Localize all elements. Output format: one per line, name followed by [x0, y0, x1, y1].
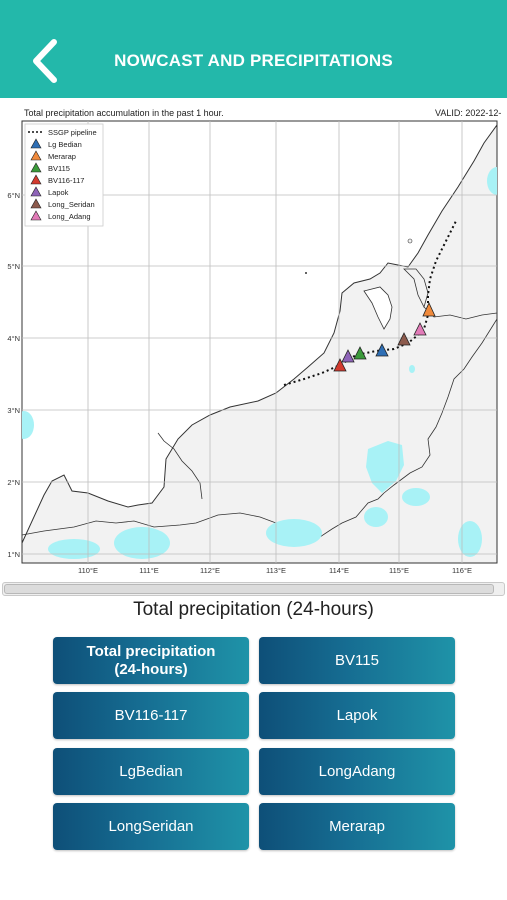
border-line: [22, 318, 497, 538]
legend-lapok: Lapok: [48, 188, 69, 197]
page-title: NOWCAST AND PRECIPITATIONS: [114, 51, 393, 70]
marker-long-adang[interactable]: [413, 322, 427, 336]
marker-bv115[interactable]: [353, 346, 367, 360]
lon-label: 113°E: [266, 566, 286, 575]
back-button[interactable]: [28, 38, 64, 84]
lon-label: 110°E: [78, 566, 98, 575]
lon-label: 114°E: [329, 566, 349, 575]
lon-label: 116°E: [452, 566, 472, 575]
longseridan-button[interactable]: LongSeridan: [53, 803, 249, 850]
chevron-left-icon: [33, 39, 57, 83]
lon-label: 115°E: [389, 566, 409, 575]
legend-merarap: Merarap: [48, 152, 76, 161]
lat-label: 2°N: [7, 478, 20, 487]
lgbedian-button[interactable]: LgBedian: [53, 748, 249, 795]
marker-long-seridan[interactable]: [397, 332, 411, 346]
legend-long-seridan: Long_Seridan: [48, 200, 95, 209]
lat-label: 3°N: [7, 406, 20, 415]
legend-bv115: BV115: [48, 164, 70, 173]
longadang-button[interactable]: LongAdang: [259, 748, 455, 795]
marker-bv116-117[interactable]: [333, 358, 347, 372]
bv116-117-button[interactable]: BV116-117: [53, 692, 249, 739]
map-horizontal-scrollbar[interactable]: [2, 582, 505, 596]
lat-label: 6°N: [7, 191, 20, 200]
border-line: [157, 432, 203, 500]
marker-merarap[interactable]: [422, 302, 436, 317]
precipitation-map[interactable]: Total precipitation accumulation in the …: [4, 103, 503, 597]
scrollbar-thumb[interactable]: [4, 584, 494, 594]
legend-bv116-117: BV116-117: [48, 176, 84, 185]
legend-lg-bedian: Lg Bedian: [48, 140, 82, 149]
section-title: Total precipitation (24-hours): [133, 599, 374, 620]
lat-label: 5°N: [7, 262, 20, 271]
legend-long-adang: Long_Adang: [48, 212, 91, 221]
map-caption-left: Total precipitation accumulation in the …: [24, 108, 224, 118]
merarap-button[interactable]: Merarap: [259, 803, 455, 850]
lapok-button[interactable]: Lapok: [259, 692, 455, 739]
total-precipitation-24h-button[interactable]: Total precipitation (24-hours): [53, 637, 249, 684]
land-brunei-bay: [403, 268, 429, 309]
map-legend: SSGP pipeline Lg Bedian Merarap BV115 BV…: [24, 123, 104, 227]
bv115-button[interactable]: BV115: [259, 637, 455, 684]
legend-pipeline: SSGP pipeline: [48, 128, 97, 137]
lon-label: 112°E: [200, 566, 220, 575]
island: [407, 238, 413, 244]
marker-lg-bedian[interactable]: [375, 343, 389, 357]
precipitation-area: [22, 167, 497, 559]
marker-lapok[interactable]: [341, 349, 355, 363]
map-caption-right: VALID: 2022-12-: [435, 108, 501, 118]
land-brunei-inlet: [363, 286, 393, 330]
island: [305, 272, 307, 274]
lat-label: 4°N: [7, 334, 20, 343]
lat-label: 1°N: [7, 550, 20, 559]
app-header: NOWCAST AND PRECIPITATIONS: [0, 0, 507, 98]
lon-label: 111°E: [139, 566, 158, 575]
